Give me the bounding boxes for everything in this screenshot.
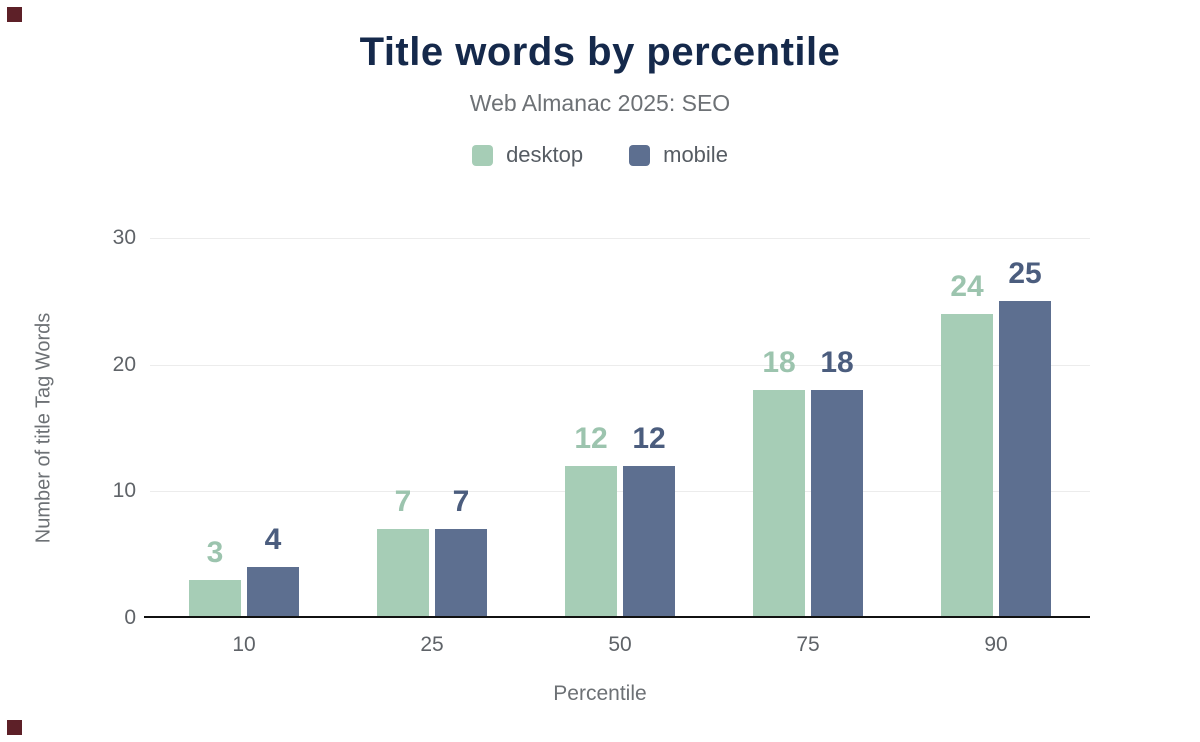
bar-desktop-p90[interactable] (941, 314, 993, 618)
bar-mobile-p50[interactable] (623, 466, 675, 618)
x-tick-90: 90 (984, 633, 1008, 656)
x-tick-75: 75 (796, 633, 820, 656)
bar-value-desktop-p75: 18 (762, 346, 796, 379)
x-tick-10: 10 (232, 633, 256, 656)
bar-mobile-p90[interactable] (999, 301, 1051, 618)
bar-value-mobile-p50: 12 (632, 422, 666, 455)
bar-mobile-p25[interactable] (435, 529, 487, 618)
bar-desktop-p25[interactable] (377, 529, 429, 618)
bar-value-desktop-p90: 24 (950, 270, 984, 303)
legend-label-desktop: desktop (506, 142, 584, 167)
gridline-30 (150, 238, 1090, 239)
y-tick-20: 20 (112, 352, 136, 376)
chart-title: Title words by percentile (359, 30, 841, 74)
bar-value-desktop-p25: 7 (394, 485, 412, 519)
bar-value-mobile-p10: 4 (264, 523, 282, 557)
chart-subtitle: Web Almanac 2025: SEO (469, 90, 731, 116)
legend-item-desktop[interactable]: desktop (472, 142, 583, 168)
y-tick-10: 10 (112, 479, 136, 503)
bar-desktop-p75[interactable] (753, 390, 805, 618)
bar-value-desktop-p10: 3 (206, 536, 224, 569)
bar-value-mobile-p25: 7 (452, 485, 470, 519)
x-tick-25: 25 (420, 633, 444, 656)
corner-mark-bottom-left (7, 720, 22, 735)
legend: desktop mobile (0, 142, 1200, 168)
mobile-legend-swatch (629, 144, 651, 166)
y-tick-30: 30 (112, 226, 136, 249)
bar-value-mobile-p75: 18 (820, 346, 854, 379)
plot-area: 0 10 20 30 3 4 10 7 7 25 12 12 50 18 18 75 24 25 90 (113, 226, 1090, 656)
legend-label-mobile: mobile (663, 142, 728, 167)
bar-desktop-p50[interactable] (565, 466, 617, 618)
legend-item-mobile[interactable]: mobile (629, 142, 728, 168)
x-axis-line (144, 616, 1090, 618)
bar-mobile-p10[interactable] (247, 567, 299, 618)
bar-mobile-p75[interactable] (811, 390, 863, 618)
y-axis-label: Number of title Tag Words (32, 312, 55, 544)
gridline-10 (150, 491, 1090, 493)
x-axis-label: Percentile (553, 682, 647, 705)
bar-desktop-p10[interactable] (189, 580, 241, 618)
corner-mark-top-left (7, 7, 22, 22)
y-tick-0: 0 (124, 606, 136, 629)
x-tick-50: 50 (608, 633, 632, 656)
desktop-legend-swatch (472, 144, 494, 166)
bar-value-desktop-p50: 12 (574, 422, 608, 455)
gridline-20 (150, 364, 1090, 366)
bar-value-mobile-p90: 25 (1008, 257, 1042, 291)
